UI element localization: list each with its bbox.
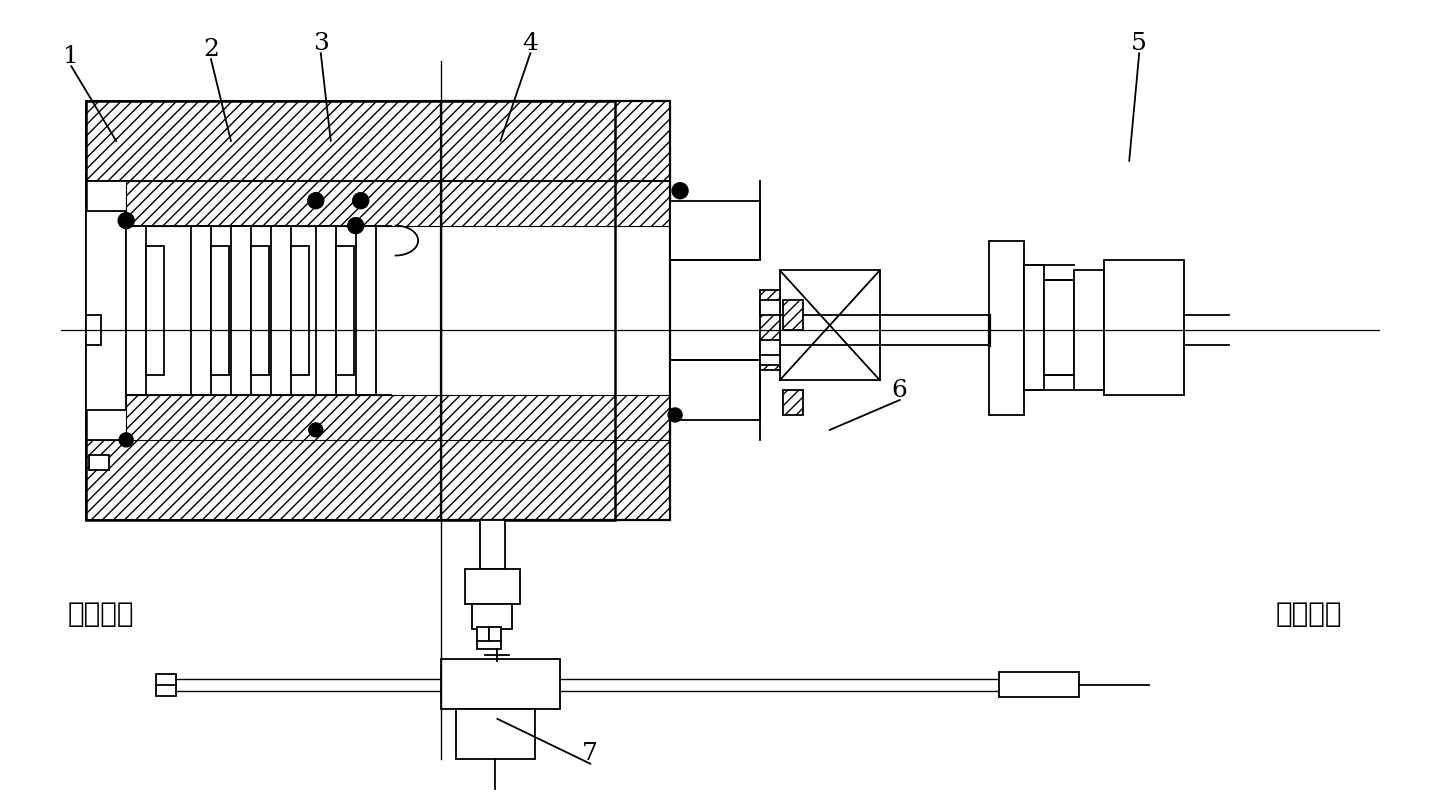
Circle shape: [668, 408, 682, 422]
Bar: [87, 101, 615, 519]
Bar: [760, 355, 780, 365]
Bar: [272, 306, 290, 394]
Bar: [482, 521, 504, 569]
Bar: [272, 226, 290, 306]
Bar: [356, 306, 375, 394]
Bar: [1024, 266, 1044, 390]
Bar: [466, 570, 520, 603]
Circle shape: [308, 423, 323, 437]
Bar: [478, 641, 501, 649]
Bar: [783, 300, 802, 330]
Bar: [87, 315, 101, 345]
Text: 6: 6: [892, 378, 908, 402]
Circle shape: [348, 218, 363, 234]
Bar: [1074, 270, 1105, 390]
Bar: [87, 181, 615, 440]
Bar: [317, 226, 334, 306]
Bar: [670, 202, 759, 226]
Text: 7: 7: [582, 742, 598, 766]
Bar: [670, 201, 760, 261]
Bar: [317, 306, 334, 394]
Bar: [87, 210, 126, 410]
Bar: [990, 242, 1024, 277]
Bar: [126, 226, 146, 395]
Bar: [489, 627, 501, 642]
Text: 1: 1: [64, 45, 80, 68]
Circle shape: [353, 193, 369, 209]
Bar: [156, 674, 177, 696]
Bar: [478, 627, 489, 642]
Circle shape: [119, 213, 135, 229]
Bar: [356, 226, 375, 306]
Bar: [336, 246, 353, 375]
Bar: [473, 606, 511, 628]
Bar: [146, 246, 164, 375]
Bar: [440, 659, 560, 709]
Bar: [87, 101, 615, 181]
Bar: [670, 360, 760, 420]
Bar: [90, 455, 109, 470]
Bar: [526, 660, 559, 708]
Bar: [760, 300, 780, 315]
Bar: [456, 709, 536, 758]
Bar: [126, 395, 615, 440]
Bar: [465, 570, 520, 604]
Bar: [232, 306, 251, 394]
Bar: [760, 290, 780, 370]
Bar: [442, 660, 476, 708]
Bar: [440, 101, 670, 519]
Circle shape: [308, 193, 324, 209]
Bar: [472, 604, 513, 630]
Bar: [87, 212, 125, 409]
Bar: [191, 226, 211, 395]
Text: 4: 4: [523, 32, 539, 54]
Bar: [670, 361, 759, 386]
Bar: [271, 226, 291, 395]
Bar: [760, 340, 780, 360]
Bar: [232, 226, 251, 306]
Bar: [251, 246, 269, 375]
Bar: [456, 710, 534, 758]
Bar: [783, 390, 802, 415]
Bar: [127, 226, 145, 306]
Bar: [989, 241, 1024, 415]
Text: 5: 5: [1131, 32, 1147, 54]
Bar: [481, 519, 505, 570]
Bar: [440, 101, 670, 181]
Bar: [230, 226, 251, 395]
Bar: [126, 181, 615, 226]
Bar: [440, 181, 670, 440]
Bar: [291, 246, 308, 375]
Bar: [670, 395, 759, 419]
Bar: [127, 306, 145, 394]
Bar: [440, 440, 670, 519]
Bar: [780, 270, 880, 380]
Bar: [316, 226, 336, 395]
Bar: [193, 226, 210, 306]
Bar: [990, 381, 1024, 414]
Text: 3: 3: [313, 32, 329, 54]
Text: 2: 2: [203, 38, 219, 61]
Text: 滑枥后端: 滑枥后端: [1276, 600, 1342, 628]
Bar: [211, 246, 229, 375]
Bar: [999, 672, 1079, 697]
Bar: [87, 440, 615, 519]
Bar: [440, 395, 670, 440]
Text: 滑枥前端: 滑枥前端: [68, 600, 135, 628]
Bar: [440, 181, 670, 226]
Bar: [356, 226, 375, 395]
Circle shape: [119, 433, 133, 447]
Bar: [1105, 261, 1184, 395]
Circle shape: [672, 182, 688, 198]
Bar: [193, 306, 210, 394]
Bar: [1044, 281, 1074, 375]
Bar: [670, 235, 759, 259]
